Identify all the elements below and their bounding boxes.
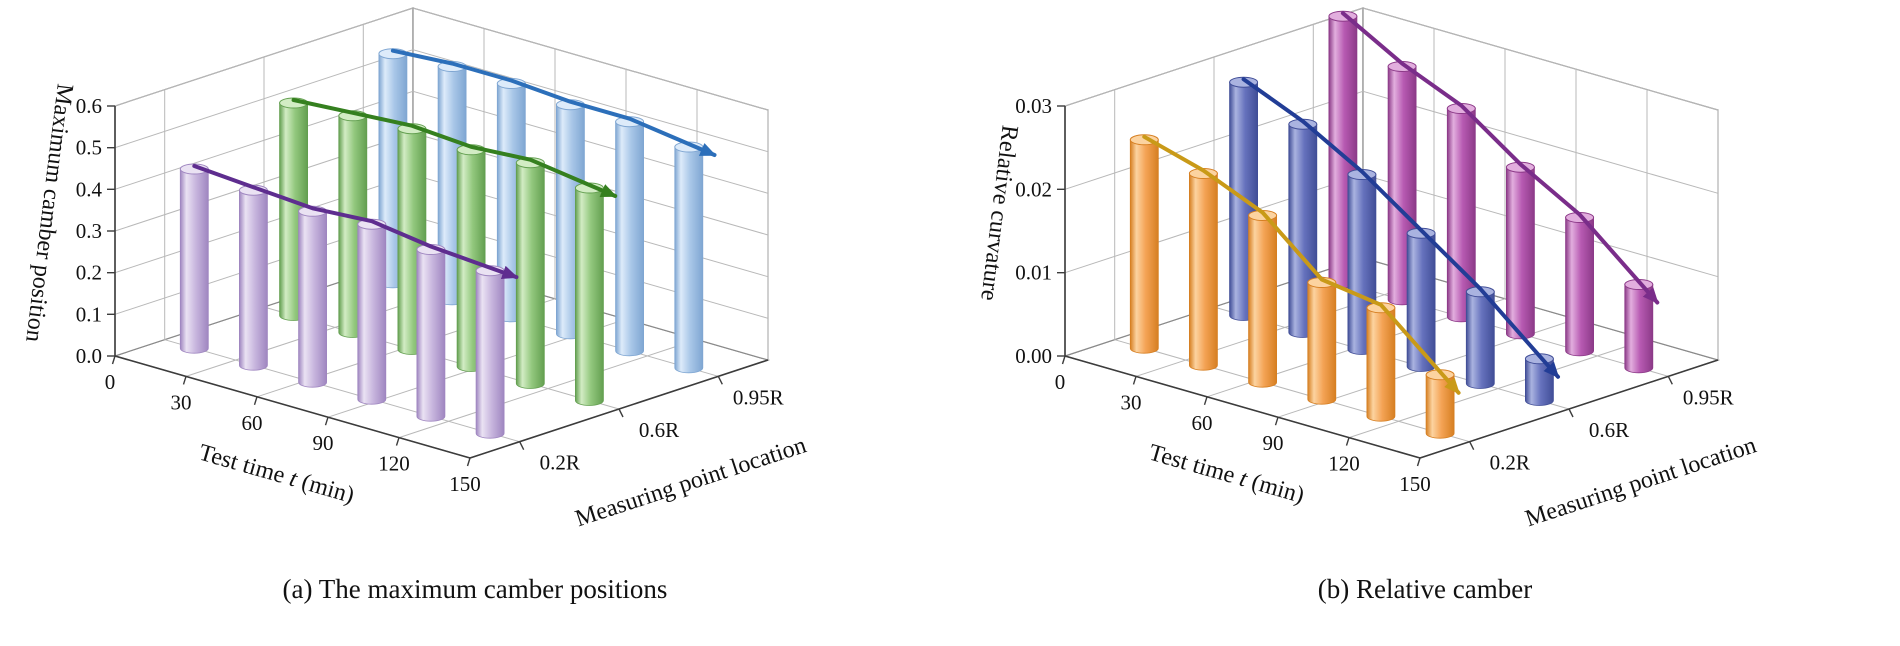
z-tick-label: 0.00 bbox=[1015, 344, 1052, 368]
bar-cylinder bbox=[615, 121, 644, 357]
y-tick-label: 0.6R bbox=[1589, 418, 1629, 442]
bar-cylinder bbox=[1565, 217, 1594, 357]
z-tick-label: 0.1 bbox=[76, 302, 102, 326]
x-tick-label: 30 bbox=[1121, 390, 1142, 414]
y-tick-label: 0.95R bbox=[733, 385, 784, 409]
bar-cylinder bbox=[475, 270, 505, 439]
x-tick-label: 60 bbox=[242, 411, 263, 435]
x-tick-label: 0 bbox=[1055, 370, 1066, 394]
series-0.2R bbox=[179, 163, 519, 439]
series-trend-line bbox=[390, 48, 717, 157]
series-trend-line bbox=[192, 164, 519, 280]
bar-cylinder bbox=[674, 146, 704, 374]
x-tick-label: 150 bbox=[449, 472, 481, 496]
axis-ticks bbox=[107, 105, 723, 467]
bar-cylinder bbox=[1307, 282, 1337, 405]
chart-b: 0.00 0.01 0.02 0.03 0 30 60 90 120 150 0.2R 0.6R 0.9… bbox=[950, 4, 1900, 605]
bar-cylinder bbox=[179, 168, 209, 354]
series-trend-line bbox=[1340, 11, 1660, 305]
z-tick-label: 0.3 bbox=[76, 219, 102, 243]
z-tick-label: 0.0 bbox=[76, 344, 102, 368]
x-tick-label: 30 bbox=[171, 390, 192, 414]
chart-a: 0.0 0.1 0.2 0.3 0.4 0.5 0.6 0 30 60 90 120 150 0.2R 0.… bbox=[0, 4, 950, 605]
y-tick-label: 0.2R bbox=[540, 451, 580, 475]
chart-a-canvas: 0.0 0.1 0.2 0.3 0.4 0.5 0.6 0 30 60 90 120 150 0.2R 0.… bbox=[20, 7, 809, 532]
axis-tick-labels: 0.0 0.1 0.2 0.3 0.4 0.5 0.6 0 30 60 90 120 150 0.2R 0.… bbox=[76, 94, 784, 496]
z-axis-title: Maximum camber position bbox=[20, 82, 77, 343]
x-tick-label: 60 bbox=[1192, 411, 1213, 435]
figure-row: 0.0 0.1 0.2 0.3 0.4 0.5 0.6 0 30 60 90 120 150 0.2R 0.… bbox=[0, 4, 1900, 605]
bar-cylinder bbox=[1624, 284, 1654, 374]
z-tick-label: 0.6 bbox=[76, 94, 102, 118]
x-tick-label: 120 bbox=[378, 452, 410, 476]
bar-cylinder bbox=[1366, 307, 1396, 422]
z-tick-label: 0.03 bbox=[1015, 94, 1052, 118]
z-tick-label: 0.5 bbox=[76, 136, 102, 160]
x-tick-label: 120 bbox=[1328, 452, 1360, 476]
bar-cylinder bbox=[515, 162, 545, 389]
z-tick-label: 0.02 bbox=[1015, 177, 1052, 201]
bar-cylinder bbox=[575, 187, 604, 406]
y-axis-title: Measuring point location bbox=[1522, 432, 1759, 532]
series-trend-line bbox=[1142, 134, 1461, 395]
z-tick-label: 0.4 bbox=[76, 177, 103, 201]
y-axis-title: Measuring point location bbox=[572, 432, 809, 532]
chart-series bbox=[179, 48, 717, 439]
x-tick-label: 90 bbox=[313, 431, 334, 455]
chart-series bbox=[1129, 10, 1660, 439]
bar-cylinder bbox=[1506, 166, 1535, 340]
series-trend-line bbox=[1241, 77, 1560, 379]
z-tick-label: 0.2 bbox=[76, 261, 102, 285]
x-tick-label: 0 bbox=[105, 370, 116, 394]
bar-cylinder bbox=[357, 223, 387, 405]
chart-a-caption: (a) The maximum camber positions bbox=[282, 574, 668, 604]
bar-cylinder bbox=[1129, 139, 1159, 354]
x-tick-label: 90 bbox=[1263, 431, 1284, 455]
axis-tick-labels: 0.00 0.01 0.02 0.03 0 30 60 90 120 150 0.2R 0.6R 0.9… bbox=[1015, 94, 1733, 496]
bar-cylinder bbox=[1189, 173, 1218, 371]
axis-ticks bbox=[1057, 105, 1673, 467]
y-tick-label: 0.6R bbox=[639, 418, 679, 442]
series-0.2R bbox=[1129, 134, 1461, 439]
bar-cylinder bbox=[239, 189, 268, 371]
z-tick-label: 0.01 bbox=[1015, 261, 1052, 285]
bar-cylinder bbox=[416, 249, 446, 422]
y-tick-label: 0.2R bbox=[1490, 451, 1530, 475]
x-tick-label: 150 bbox=[1399, 472, 1431, 496]
series-trend-line bbox=[291, 98, 618, 198]
y-tick-label: 0.95R bbox=[1683, 385, 1734, 409]
bar-cylinder bbox=[1465, 291, 1495, 389]
bar-cylinder bbox=[1248, 215, 1277, 388]
chart-b-canvas: 0.00 0.01 0.02 0.03 0 30 60 90 120 150 0.2R 0.6R 0.9… bbox=[975, 7, 1759, 532]
bar-cylinder bbox=[298, 210, 327, 388]
chart-b-caption: (b) Relative camber bbox=[1317, 574, 1533, 604]
